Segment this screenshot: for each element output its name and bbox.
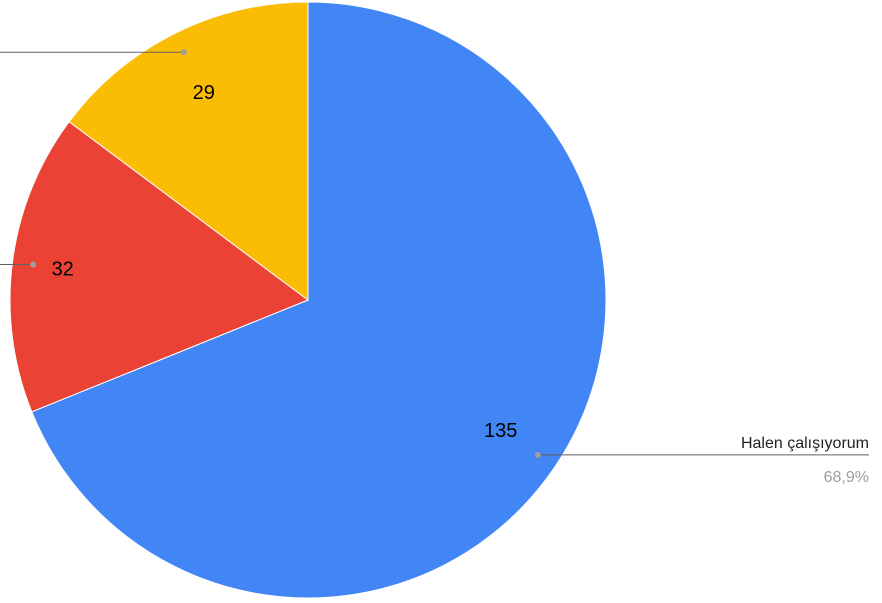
callout-leaders xyxy=(0,49,869,458)
slice-value-labels: 135 32 29 xyxy=(52,82,518,442)
callout-label-name: Halen çalışıyorum xyxy=(741,435,869,452)
pie-slice-0 xyxy=(31,1,607,599)
callout-label-percent: 68,9% xyxy=(824,469,869,486)
leader-dot-2 xyxy=(180,49,187,56)
leader-dot-0 xyxy=(534,451,541,458)
slice-value-label-2: 29 xyxy=(193,82,215,104)
slice-value-label-0: 135 xyxy=(484,420,517,442)
callout-label-group: Halen çalışıyorum 68,9% xyxy=(741,435,869,486)
pie-slice-2 xyxy=(68,1,309,301)
slice-value-label-1: 32 xyxy=(52,258,74,280)
leader-dot-1 xyxy=(30,261,37,268)
pie-slices xyxy=(9,1,607,599)
pie-slice-1 xyxy=(9,121,310,413)
